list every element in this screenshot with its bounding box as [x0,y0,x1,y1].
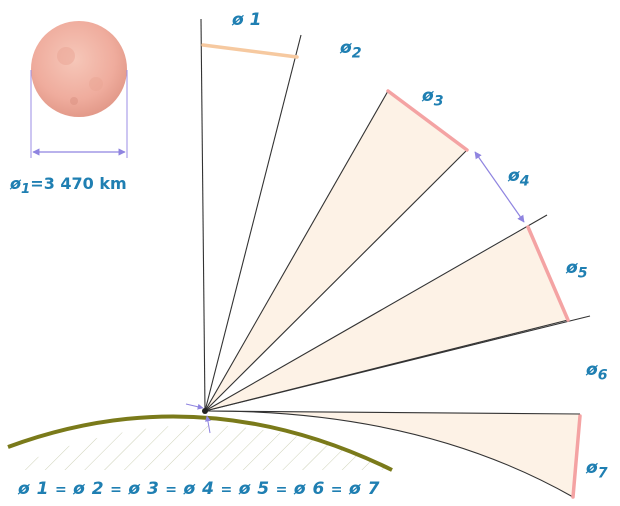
wedges [205,91,580,497]
observer [185,403,211,434]
label-7-index: 7 [597,465,608,482]
observer-dot [202,408,208,414]
label-4-index: 4 [519,173,530,190]
arc-3 [386,89,469,152]
arc-1 [201,43,299,59]
moon-disc [31,21,127,117]
label-1-index: 1 [249,10,262,30]
label-2: ø2 [340,38,362,61]
wedge-3 [205,91,467,411]
measure-arrow-4 [474,151,525,223]
label-5-symbol: ø [566,258,578,278]
rays [200,18,591,498]
eq-term-4: ø 4 [183,479,215,499]
arc-5 [526,225,570,322]
label-6-symbol: ø [586,360,598,380]
moon-size-value: 3 470 km [43,174,127,193]
eq-term-6: ø 6 [293,479,325,499]
eq-sep-3: = [165,482,178,498]
equals-sign: = [30,174,44,193]
label-6: ø6 [586,360,608,383]
moon-size-label: ø1=3 470 km [10,174,127,197]
eq-sep-5: = [275,482,288,498]
ground [7,414,393,472]
horizon-curve [7,414,393,472]
eq-sep-2: = [110,482,123,498]
eq-term-7: ø 7 [349,479,380,499]
equality-equation: ø 1 = ø 2 = ø 3 = ø 4 = ø 5 = ø 6 = ø 7 [18,479,380,499]
wedge-5 [205,227,568,411]
label-2-symbol: ø [340,38,352,58]
eq-term-1: ø 1 [18,479,49,499]
eq-term-5: ø 5 [238,479,270,499]
eq-term-2: ø 2 [73,479,105,499]
label-4: ø4 [508,166,530,189]
diameter-subscript: 1 [21,182,31,198]
diameter-symbol: ø [10,174,21,193]
eq-sep-1: = [54,482,68,498]
label-6-index: 6 [597,367,608,384]
arc-7 [571,414,582,499]
wedge-7 [205,410,580,497]
eq-term-3: ø 3 [128,479,160,499]
eq-sep-4: = [220,482,233,498]
label-5: ø5 [566,258,588,281]
label-7-symbol: ø [586,458,598,478]
label-3-index: 3 [433,93,444,110]
eq-sep-6: = [330,482,344,498]
moon [30,21,128,158]
label-3-symbol: ø [422,86,434,106]
label-4-symbol: ø [508,166,520,186]
label-2-index: 2 [351,45,362,62]
arcs [201,43,582,499]
label-3: ø3 [422,86,444,109]
label-1: ø 1 [232,10,261,30]
label-1-symbol: ø [232,10,244,30]
label-7: ø7 [586,458,608,481]
label-5-index: 5 [577,265,588,282]
